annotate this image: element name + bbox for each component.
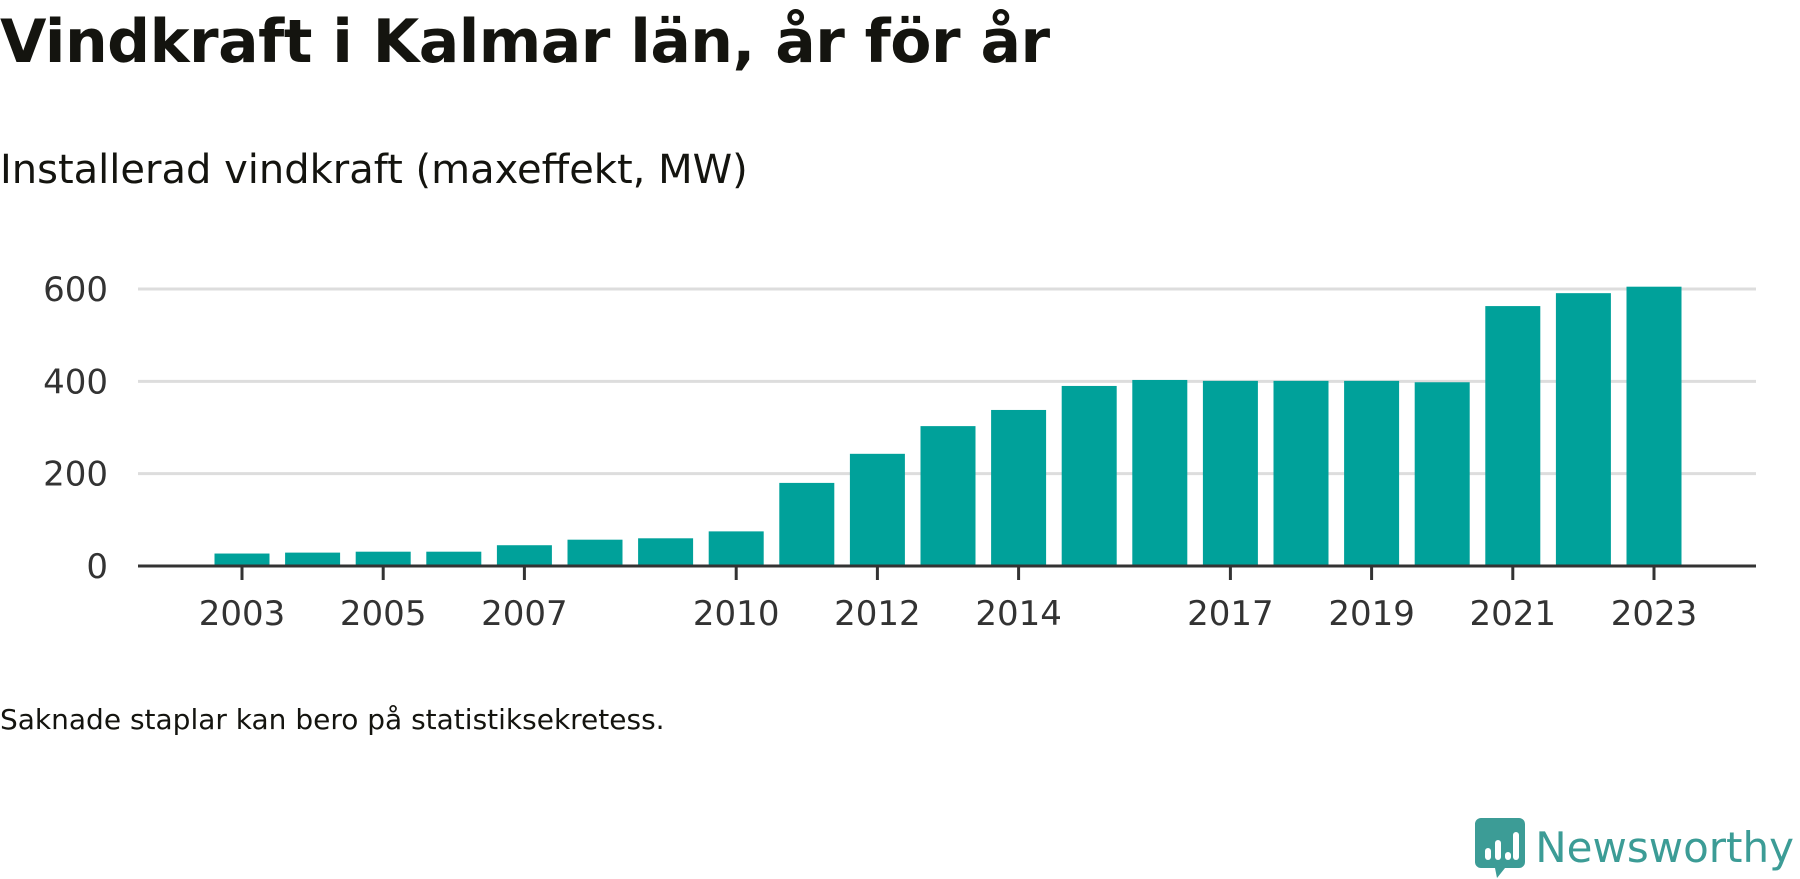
bar xyxy=(1555,293,1611,566)
bar xyxy=(1344,380,1400,566)
y-axis-tick-labels: 0 200 400 600 xyxy=(43,270,108,587)
bar xyxy=(638,538,694,566)
y-tick-label: 400 xyxy=(43,362,108,402)
bar xyxy=(1485,306,1541,566)
y-tick-label: 200 xyxy=(43,455,108,495)
newsworthy-brand: Newsworthy xyxy=(1475,818,1794,878)
x-tick-label: 2017 xyxy=(1187,594,1274,634)
bar xyxy=(920,426,976,566)
bar xyxy=(708,531,764,566)
bar-series xyxy=(214,286,1682,566)
x-tick-label: 2007 xyxy=(481,594,568,634)
bar xyxy=(1061,385,1117,566)
bar xyxy=(991,409,1047,566)
newsworthy-chart-bubble-icon xyxy=(1475,818,1526,878)
bar xyxy=(567,539,623,566)
footnote: Saknade staplar kan bero på statistiksek… xyxy=(0,703,665,736)
chart-subtitle: Installerad vindkraft (maxeffekt, MW) xyxy=(0,147,748,193)
bar xyxy=(285,552,341,566)
chart-title: Vindkraft i Kalmar län, år för år xyxy=(0,7,1050,77)
bar xyxy=(496,545,552,566)
x-tick-label: 2012 xyxy=(834,594,921,634)
bar xyxy=(1132,379,1188,566)
x-axis xyxy=(138,564,1756,580)
bar xyxy=(214,553,270,566)
bar xyxy=(1414,382,1470,566)
brand-name: Newsworthy xyxy=(1535,823,1794,872)
bar xyxy=(426,551,482,566)
bar xyxy=(849,453,905,566)
x-tick-label: 2005 xyxy=(340,594,427,634)
x-axis-tick-labels: 2003 2005 2007 2010 2012 2014 2017 2019 2021 2023 xyxy=(199,594,1698,634)
bar xyxy=(1202,380,1258,566)
bar xyxy=(355,551,411,566)
x-tick-label: 2021 xyxy=(1470,594,1557,634)
y-tick-label: 0 xyxy=(86,547,108,587)
bar xyxy=(1626,286,1682,566)
x-tick-label: 2014 xyxy=(975,594,1062,634)
bar xyxy=(779,482,835,566)
y-tick-label: 600 xyxy=(43,270,108,310)
x-tick-label: 2003 xyxy=(199,594,286,634)
bar xyxy=(1273,380,1329,566)
x-tick-label: 2023 xyxy=(1611,594,1698,634)
x-tick-label: 2019 xyxy=(1328,594,1415,634)
x-tick-label: 2010 xyxy=(693,594,780,634)
